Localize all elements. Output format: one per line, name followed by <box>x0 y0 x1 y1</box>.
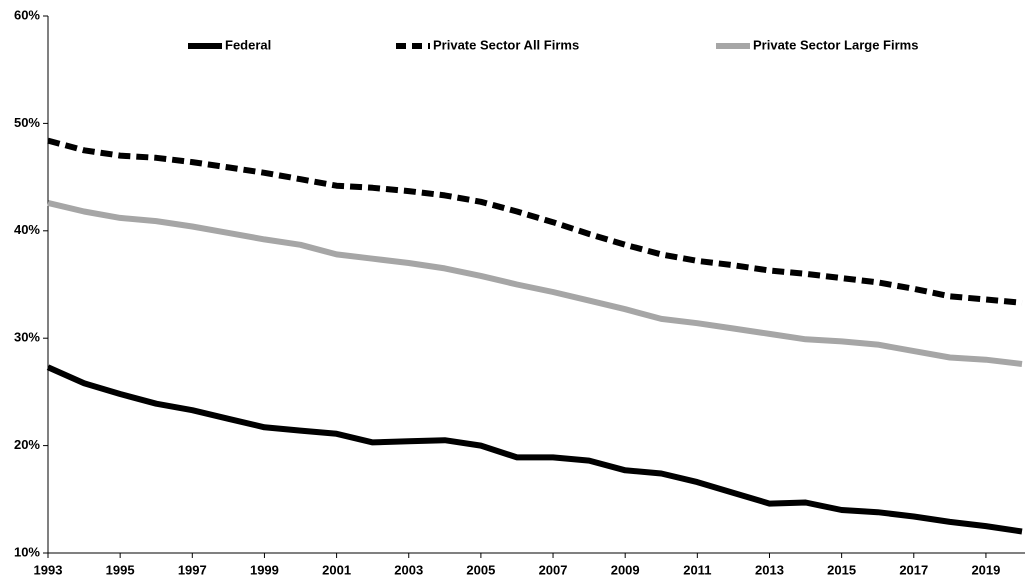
y-tick-label: 10% <box>14 544 40 559</box>
x-tick-label: 1993 <box>34 562 63 577</box>
x-tick-label: 1997 <box>178 562 207 577</box>
series-line <box>46 364 1023 535</box>
legend-label: Federal <box>225 37 271 52</box>
x-tick-label: 2007 <box>539 562 568 577</box>
y-tick-label: 30% <box>14 330 40 345</box>
series-line <box>47 199 1023 367</box>
x-tick-label: 1995 <box>106 562 135 577</box>
x-tick-label: 2011 <box>683 562 711 577</box>
y-tick-label: 20% <box>14 437 40 452</box>
x-tick-label: 2015 <box>827 562 856 577</box>
x-tick-label: 2005 <box>466 562 495 577</box>
legend-label: Private Sector Large Firms <box>753 37 918 52</box>
x-tick-label: 2019 <box>971 562 1000 577</box>
legend-label: Private Sector All Firms <box>433 37 579 52</box>
y-tick-label: 40% <box>14 222 40 237</box>
x-tick-label: 2013 <box>755 562 784 577</box>
x-tick-label: 2003 <box>394 562 423 577</box>
x-tick-label: 2017 <box>899 562 928 577</box>
x-tick-label: 1999 <box>250 562 279 577</box>
x-tick-label: 2009 <box>611 562 640 577</box>
y-tick-label: 60% <box>14 7 40 22</box>
y-tick-label: 50% <box>14 115 40 130</box>
x-tick-label: 2001 <box>322 562 351 577</box>
series-line <box>47 137 1023 306</box>
